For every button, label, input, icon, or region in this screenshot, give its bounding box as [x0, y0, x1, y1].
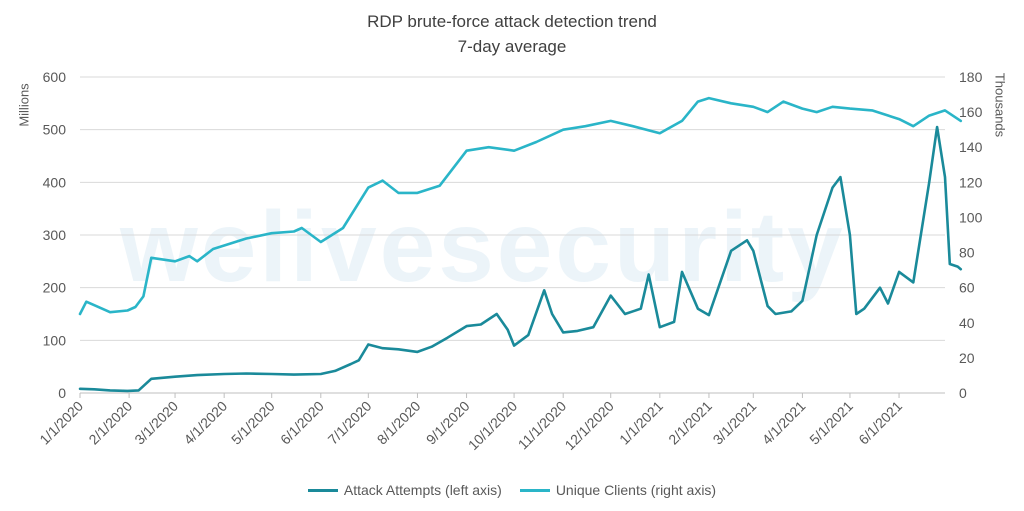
y-right-tick-label: 80: [959, 245, 975, 261]
x-tick-label: 3/1/2021: [710, 398, 760, 448]
x-tick-label: 4/1/2020: [180, 398, 230, 448]
legend-item-unique-clients: Unique Clients (right axis): [519, 482, 717, 498]
legend-swatch-unique-clients: [519, 488, 550, 492]
x-tick-label: 12/1/2020: [561, 398, 617, 454]
x-tick-label: 8/1/2020: [374, 398, 424, 448]
x-tick-label: 2/1/2020: [85, 398, 135, 448]
x-tick-label: 3/1/2020: [131, 398, 181, 448]
chart-title: RDP brute-force attack detection trend: [367, 12, 657, 31]
y-left-tick-label: 400: [43, 174, 67, 190]
y-right-tick-label: 60: [959, 280, 975, 296]
y-right-tick-label: 20: [959, 350, 975, 366]
legend: Attack Attempts (left axis) Unique Clien…: [0, 482, 1024, 498]
y-right-tick-label: 180: [959, 69, 983, 85]
x-tick-label: 1/1/2020: [36, 398, 86, 448]
y-left-tick-label: 300: [43, 227, 67, 243]
series-line-attack-attempts: [78, 125, 963, 393]
y-left-tick-label: 200: [43, 280, 67, 296]
chart-subtitle: 7-day average: [457, 37, 567, 56]
y-right-tick-label: 100: [959, 209, 983, 225]
legend-swatch-attack-attempts: [307, 488, 338, 492]
x-tick-label: 11/1/2020: [515, 398, 570, 453]
legend-item-attack-attempts: Attack Attempts (left axis): [307, 482, 502, 498]
y-left-tick-label: 0: [58, 385, 66, 401]
y-right-tick-label: 140: [959, 139, 983, 155]
x-tick-label: 1/1/2021: [616, 398, 666, 448]
legend-label-attack-attempts: Attack Attempts (left axis): [343, 482, 502, 498]
x-tick-label: 10/1/2020: [465, 398, 521, 454]
x-tick-label: 6/1/2021: [855, 398, 905, 448]
legend-label-unique-clients: Unique Clients (right axis): [555, 482, 717, 498]
y-right-tick-label: 120: [959, 174, 983, 190]
y-left-tick-label: 100: [43, 332, 67, 348]
x-tick-label: 7/1/2020: [325, 398, 375, 448]
series-line-unique-clients: [78, 96, 963, 316]
y-right-tick-label: 160: [959, 104, 983, 120]
x-tick-label: 2/1/2021: [665, 398, 715, 448]
y-right-tick-label: 0: [959, 385, 967, 401]
x-tick-label: 4/1/2021: [759, 398, 809, 448]
x-tick-label: 6/1/2020: [277, 398, 327, 448]
y-left-tick-label: 500: [43, 122, 67, 138]
x-tick-label: 5/1/2021: [806, 398, 856, 448]
x-tick-label: 5/1/2020: [228, 398, 278, 448]
y-right-tick-label: 40: [959, 315, 975, 331]
y-left-tick-label: 600: [43, 69, 67, 85]
